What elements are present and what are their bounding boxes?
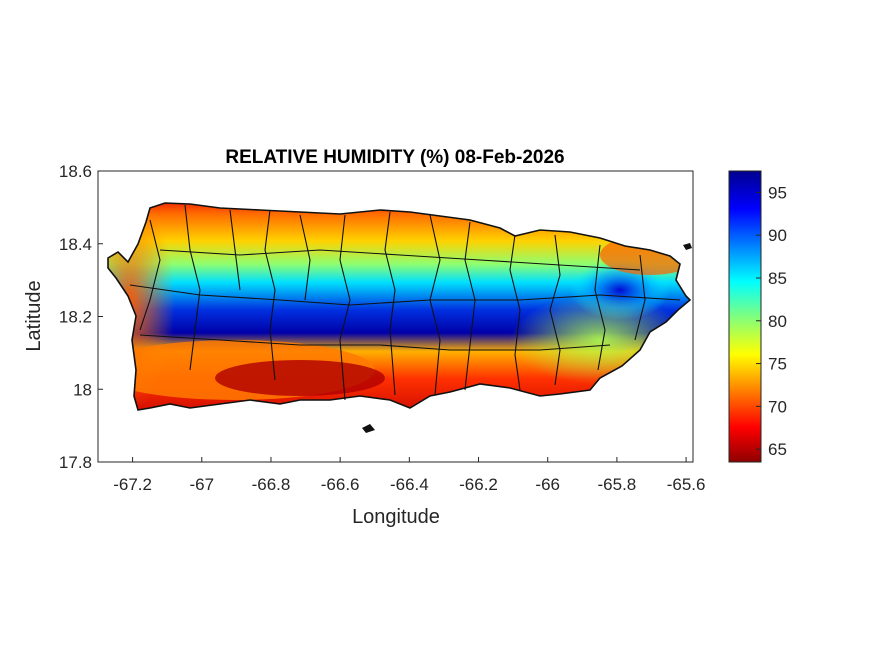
colorbar-tick-label: 65	[768, 440, 787, 459]
x-tick-label: -66	[535, 475, 560, 494]
colorbar-tick-label: 75	[768, 355, 787, 374]
chart-title: RELATIVE HUMIDITY (%) 08-Feb-2026	[225, 147, 564, 168]
y-tick-label: 18.2	[59, 308, 92, 327]
x-tick-label: -66.6	[321, 475, 360, 494]
y-tick-label: 18.6	[59, 162, 92, 181]
y-axis: 18.6 18.4 18.2 18 17.8	[59, 162, 103, 472]
caja-de-muertos-island	[362, 424, 375, 433]
colorbar-ticks: 95 90 85 80 75 70 65	[756, 183, 787, 459]
colorbar-tick-label: 95	[768, 183, 787, 202]
y-tick-label: 18	[73, 380, 92, 399]
municipal-boundaries	[129, 204, 681, 401]
x-tick-label: -67.2	[113, 475, 152, 494]
x-tick-label: -66.2	[459, 475, 498, 494]
colorbar-tick-label: 80	[768, 312, 787, 331]
y-tick-label: 18.4	[59, 235, 92, 254]
colorbar-tick-label: 70	[768, 397, 787, 416]
x-axis: -67.2 -67 -66.8 -66.6 -66.4 -66.2 -66 -65.8 -65.…	[113, 457, 705, 494]
x-axis-label: Longitude	[352, 506, 440, 528]
colorbar-tick-label: 90	[768, 226, 787, 245]
y-axis-label: Latitude	[23, 280, 45, 351]
colorbar-tick-label: 85	[768, 269, 787, 288]
x-tick-label: -65.6	[667, 475, 706, 494]
humidity-field	[108, 203, 690, 410]
y-tick-label: 17.8	[59, 453, 92, 472]
x-tick-label: -66.8	[252, 475, 291, 494]
island-outline	[107, 202, 692, 411]
culebrita-island	[683, 243, 692, 250]
x-tick-label: -67	[189, 475, 214, 494]
colorbar	[728, 170, 762, 463]
x-tick-label: -65.8	[598, 475, 637, 494]
x-tick-label: -66.4	[390, 475, 429, 494]
